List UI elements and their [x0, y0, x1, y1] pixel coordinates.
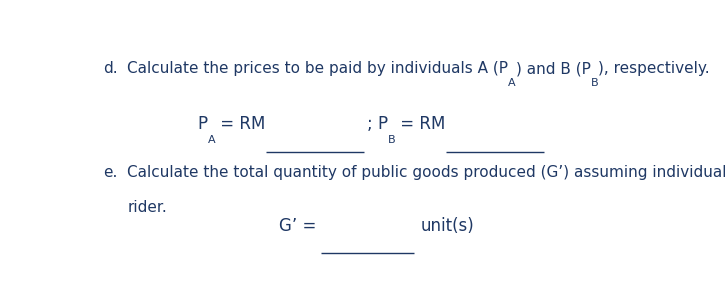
Text: ) and B (P: ) and B (P — [515, 61, 591, 76]
Text: A: A — [508, 78, 515, 88]
Text: rider.: rider. — [127, 199, 167, 215]
Text: unit(s): unit(s) — [421, 217, 475, 235]
Text: Calculate the total quantity of public goods produced (G’) assuming individual B: Calculate the total quantity of public g… — [127, 165, 725, 180]
Text: ;: ; — [367, 115, 378, 133]
Text: e.: e. — [103, 165, 117, 180]
Text: ), respectively.: ), respectively. — [598, 61, 710, 76]
Text: B: B — [388, 135, 395, 145]
Text: G’ =: G’ = — [279, 217, 321, 235]
Text: = RM: = RM — [395, 115, 446, 133]
Text: P: P — [197, 115, 207, 133]
Text: B: B — [591, 78, 598, 88]
Text: d.: d. — [103, 61, 117, 76]
Text: P: P — [378, 115, 388, 133]
Text: = RM: = RM — [215, 115, 265, 133]
Text: Calculate the prices to be paid by individuals A (P: Calculate the prices to be paid by indiv… — [127, 61, 508, 76]
Text: A: A — [207, 135, 215, 145]
